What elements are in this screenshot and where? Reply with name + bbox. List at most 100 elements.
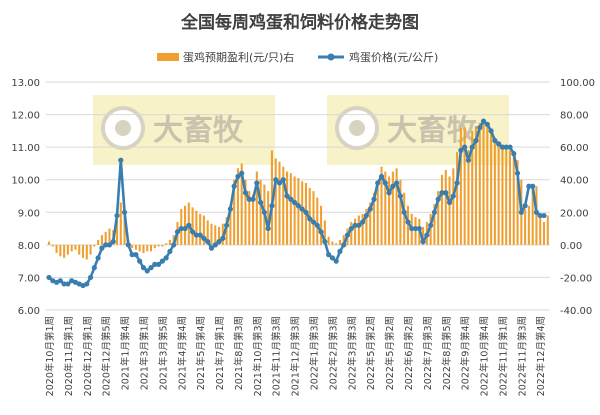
profit-bar: [490, 129, 493, 245]
profit-bar: [252, 194, 255, 245]
x-axis-tick-label: 2020年11月第1周: [63, 316, 75, 396]
left-axis-tick-label: 9.00: [18, 208, 40, 219]
price-point: [57, 278, 63, 284]
profit-bar: [354, 218, 357, 245]
price-point: [537, 212, 543, 219]
profit-bar: [255, 171, 258, 245]
price-point: [496, 141, 502, 147]
price-point: [254, 180, 260, 186]
profit-bar: [429, 213, 432, 245]
price-point: [167, 248, 173, 254]
profit-bar: [168, 239, 171, 245]
profit-bar: [108, 228, 111, 245]
price-point: [352, 222, 358, 228]
price-point: [439, 190, 445, 196]
price-point: [480, 118, 487, 124]
profit-bar: [331, 241, 334, 245]
profit-bar: [70, 244, 73, 252]
price-point: [189, 229, 196, 235]
profit-bar: [289, 173, 292, 245]
price-point: [292, 199, 298, 206]
profit-bar: [365, 209, 368, 245]
profit-bar: [335, 243, 338, 245]
price-point: [95, 255, 101, 261]
profit-bar: [448, 176, 451, 245]
profit-bar: [115, 218, 119, 245]
price-point: [242, 190, 249, 196]
x-axis-tick-label: 2021年8月第3周: [233, 316, 245, 390]
profit-bar: [161, 244, 164, 247]
profit-bar: [149, 244, 153, 252]
profit-bar: [93, 244, 96, 247]
profit-bar: [338, 239, 341, 245]
profit-bar: [497, 142, 500, 245]
profit-bar: [172, 235, 175, 245]
right-axis-tick-label: 80.00: [560, 111, 589, 122]
x-axis-tick-label: 2022年8月第5周: [441, 316, 453, 390]
x-axis-tick-label: 2022年12月第4周: [535, 316, 547, 396]
profit-bar: [66, 244, 69, 255]
x-axis-tick-label: 2022年9月第4周: [460, 316, 472, 390]
price-point: [522, 203, 528, 209]
profit-bar: [282, 166, 285, 245]
price-point: [299, 206, 305, 212]
profit-bar: [244, 179, 247, 245]
x-axis-tick-label: 2022年6月第2周: [403, 316, 415, 390]
profit-bar: [153, 244, 156, 249]
profit-bar: [146, 244, 149, 252]
price-point: [182, 225, 188, 232]
profit-bar: [55, 244, 58, 253]
legend-bar-label: 蛋鸡预期盈利(元/只)右: [183, 50, 294, 64]
x-axis-tick-label: 2022年5月第2周: [365, 316, 377, 390]
profit-bar: [240, 163, 243, 245]
price-point: [110, 239, 116, 245]
profit-bar: [59, 244, 62, 257]
profit-bar: [531, 186, 534, 245]
price-point: [208, 245, 215, 251]
price-point: [246, 196, 252, 202]
price-point: [284, 193, 290, 199]
price-point: [518, 209, 524, 215]
price-point: [216, 239, 222, 245]
price-point: [201, 235, 207, 241]
profit-bar: [134, 244, 137, 250]
profit-bar: [191, 207, 194, 245]
profit-bar: [81, 244, 85, 258]
profit-bar: [323, 220, 326, 245]
profit-bar: [142, 244, 145, 253]
profit-bar: [437, 191, 440, 245]
price-point: [144, 268, 150, 274]
profit-bar: [357, 215, 360, 245]
price-point: [155, 261, 162, 267]
price-point: [371, 196, 377, 202]
profit-bar: [422, 226, 425, 245]
watermark-logo-icon: [115, 120, 131, 136]
price-point: [484, 121, 490, 127]
price-point: [454, 180, 460, 186]
price-point: [412, 225, 419, 232]
profit-bar: [391, 171, 394, 245]
price-point: [326, 252, 332, 258]
profit-bar: [104, 231, 107, 245]
price-point: [193, 232, 199, 238]
profit-bar: [119, 202, 122, 245]
price-point: [318, 229, 324, 235]
profit-bar: [316, 197, 319, 245]
price-point: [303, 209, 309, 215]
x-axis-tick-label: 2021年3月第5周: [157, 316, 169, 390]
price-point: [269, 203, 275, 209]
x-axis-tick-label: 2022年1月第3周: [309, 316, 321, 390]
profit-bar: [138, 244, 141, 252]
x-axis-tick-label: 2020年12月第1周: [82, 316, 94, 396]
price-point: [231, 183, 237, 189]
price-point: [344, 232, 351, 238]
price-point: [46, 274, 52, 281]
profit-bar: [440, 174, 444, 245]
x-axis-tick-label: 2021年7月第1周: [214, 316, 226, 390]
profit-bar: [63, 244, 66, 258]
profit-bar: [320, 205, 323, 245]
profit-bar: [183, 205, 187, 245]
profit-bar: [100, 235, 103, 245]
left-axis-tick-label: 10.00: [11, 176, 40, 187]
price-point: [416, 225, 422, 232]
